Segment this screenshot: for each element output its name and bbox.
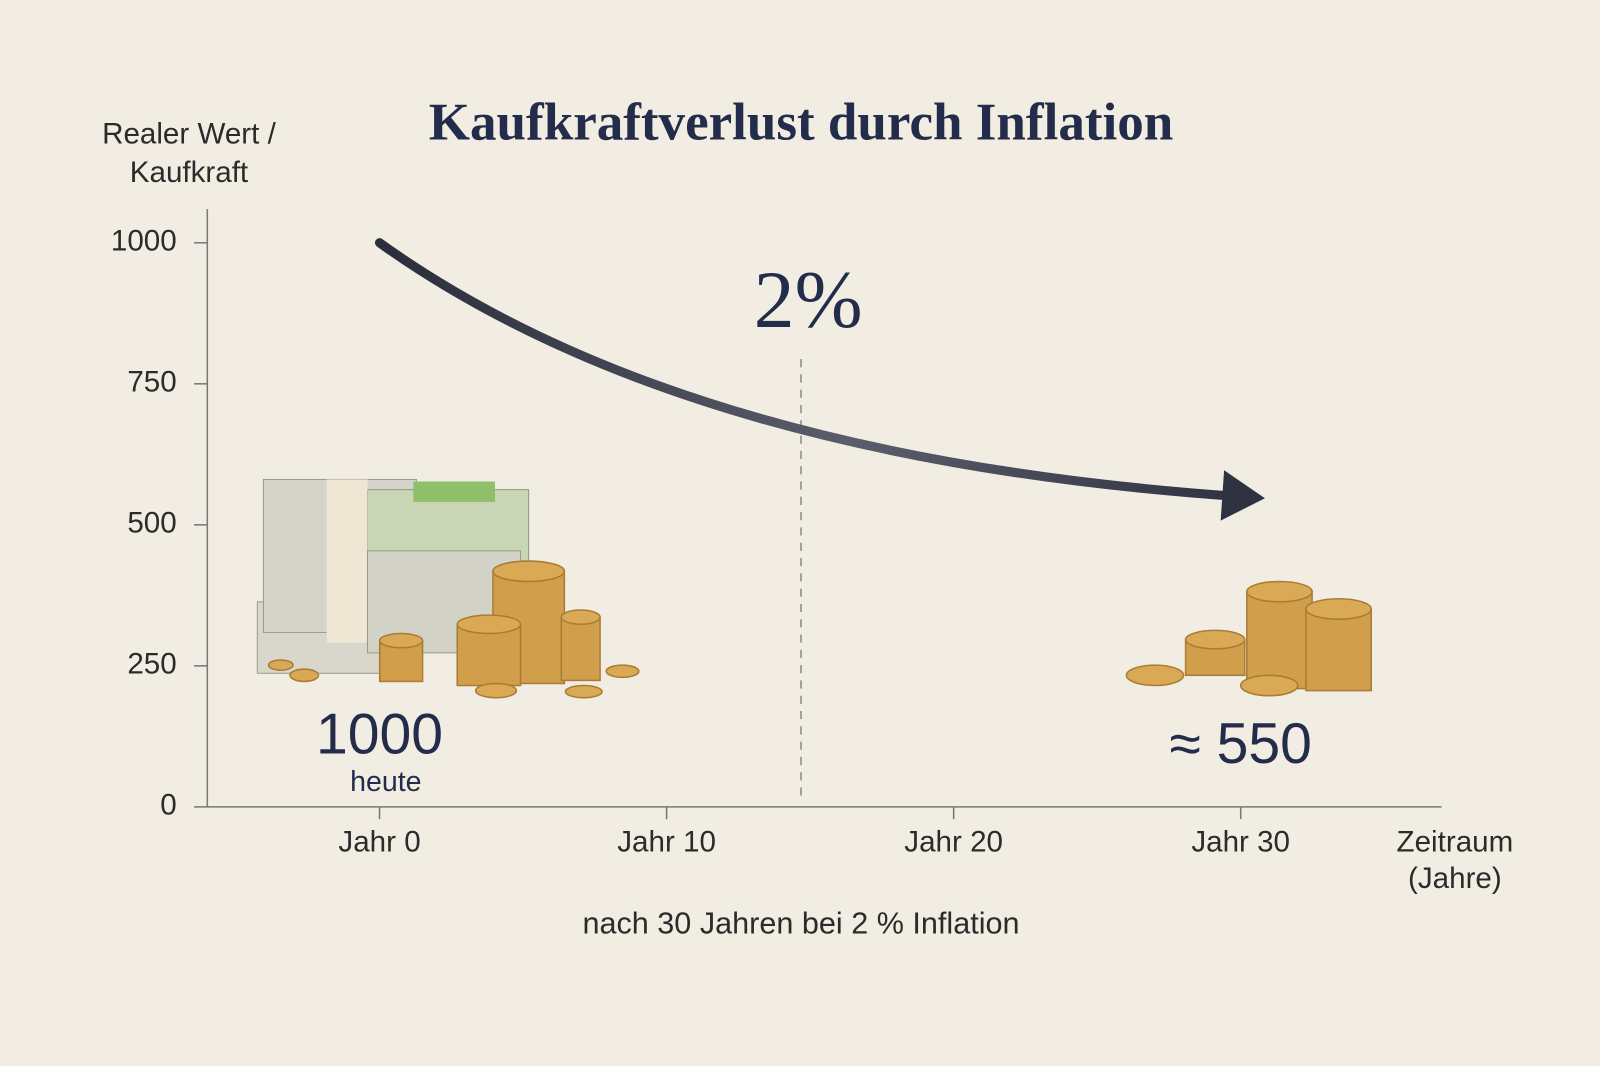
decline-line bbox=[374, 238, 1246, 502]
y-tick-label: 250 bbox=[127, 648, 176, 681]
chart-title: Kaufkraftverlust durch Inflation bbox=[429, 94, 1173, 152]
value-label: 1000 bbox=[316, 703, 443, 767]
y-tick-label: 750 bbox=[127, 366, 176, 399]
x-tick-label: Jahr 30 bbox=[1191, 825, 1290, 858]
x-tick-label: Jahr 20 bbox=[904, 825, 1003, 858]
value-label: ≈ 550 bbox=[1169, 712, 1312, 776]
x-tick-label: Jahr 0 bbox=[338, 825, 420, 858]
start-note: heute bbox=[350, 766, 421, 798]
caption: nach 30 Jahren bei 2 % Inflation bbox=[582, 906, 1019, 940]
x-tick-label: Jahr 10 bbox=[617, 825, 716, 858]
y-axis-label: Kaufkraft bbox=[130, 156, 248, 189]
x-axis-label: (Jahre) bbox=[1408, 862, 1502, 895]
y-tick-label: 1000 bbox=[111, 225, 177, 258]
arrow-head bbox=[1220, 470, 1265, 521]
y-axis-label: Realer Wert / bbox=[102, 117, 276, 150]
y-tick-label: 500 bbox=[127, 507, 176, 540]
x-axis-label: Zeitraum bbox=[1397, 825, 1514, 858]
rate-label: 2% bbox=[754, 254, 863, 345]
y-tick-label: 0 bbox=[160, 789, 176, 822]
coin-illustration bbox=[267, 560, 1373, 699]
